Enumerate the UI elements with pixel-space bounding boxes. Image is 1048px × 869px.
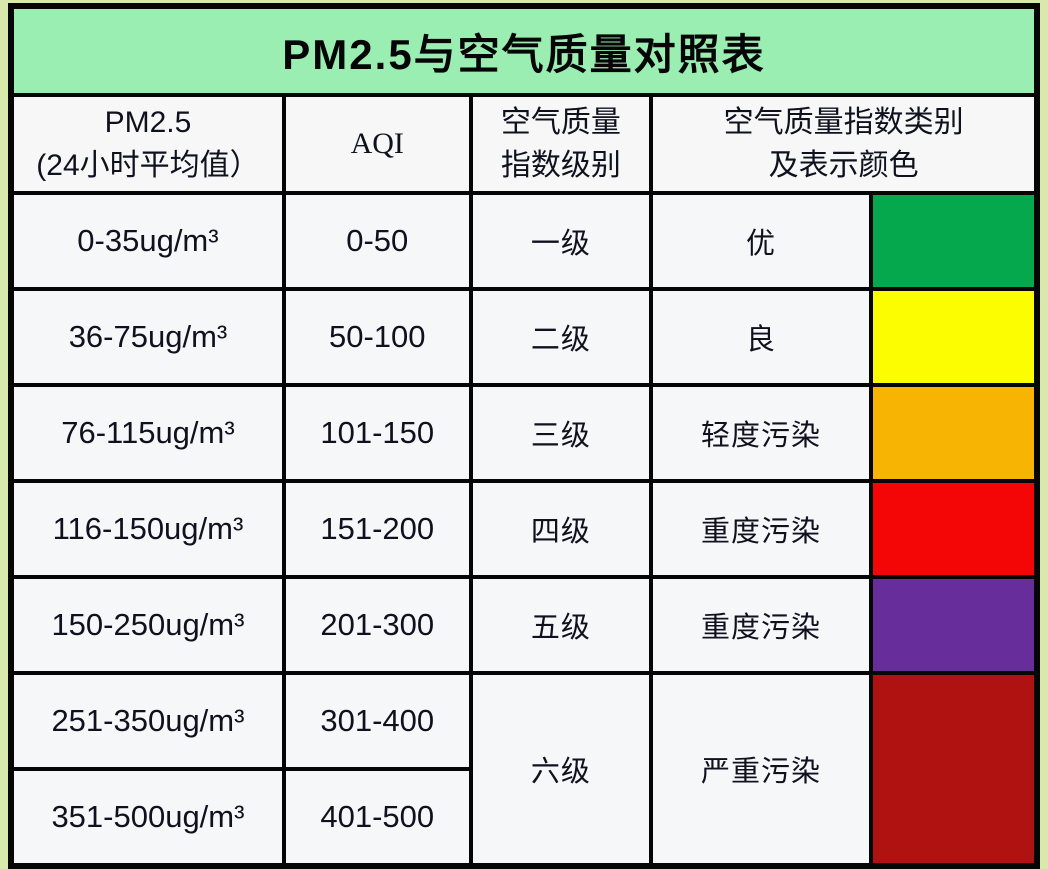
color-swatch-dark-red — [868, 671, 1040, 868]
cell-pm25: 251-350ug/m³ — [9, 671, 286, 771]
cell-level: 一级 — [468, 191, 654, 291]
color-swatch-purple — [868, 575, 1040, 675]
header-aqi: AQI — [281, 93, 473, 195]
cell-level: 三级 — [468, 383, 654, 483]
cell-pm25: 0-35ug/m³ — [9, 191, 286, 291]
cell-category: 优 — [649, 191, 873, 291]
table-title: PM2.5与空气质量对照表 — [9, 4, 1039, 97]
table-row: 76-115ug/m³ 101-150 三级 轻度污染 — [9, 383, 1040, 483]
cell-category: 重度污染 — [649, 575, 873, 675]
header-pm25-line2: (24小时平均值） — [36, 149, 260, 182]
cell-aqi: 151-200 — [281, 479, 473, 579]
header-pm25-line1: PM2.5 — [104, 105, 192, 139]
title-row: PM2.5与空气质量对照表 — [9, 4, 1039, 97]
table-row: 36-75ug/m³ 50-100 二级 良 — [9, 287, 1040, 387]
cell-aqi: 301-400 — [281, 671, 473, 771]
table-row: 150-250ug/m³ 201-300 五级 重度污染 — [9, 575, 1040, 675]
pm25-aqi-table: PM2.5与空气质量对照表 PM2.5 (24小时平均值） AQI 空气质量 指… — [8, 3, 1040, 869]
cell-aqi: 0-50 — [281, 191, 473, 291]
table-row: 351-500ug/m³ 401-500 — [9, 767, 1037, 868]
cell-category: 良 — [649, 287, 873, 387]
header-level: 空气质量 指数级别 — [468, 93, 654, 195]
cell-category: 重度污染 — [649, 479, 873, 579]
header-category-line2: 及表示颜色 — [768, 149, 919, 182]
header-category-line1: 空气质量指数类别 — [723, 105, 964, 139]
cell-pm25: 76-115ug/m³ — [9, 383, 286, 483]
cell-pm25: 36-75ug/m³ — [9, 287, 286, 387]
header-level-line2: 指数级别 — [500, 149, 621, 182]
cell-aqi: 401-500 — [281, 767, 473, 868]
cell-category: 轻度污染 — [649, 383, 873, 483]
header-category-color: 空气质量指数类别 及表示颜色 — [649, 93, 1039, 195]
cell-aqi: 50-100 — [281, 287, 473, 387]
cell-pm25: 150-250ug/m³ — [9, 575, 286, 675]
color-swatch-red — [868, 479, 1040, 579]
header-pm25: PM2.5 (24小时平均值） — [9, 93, 286, 195]
color-swatch-orange — [868, 383, 1040, 483]
cell-level: 二级 — [468, 287, 654, 387]
cell-level: 四级 — [468, 479, 654, 579]
table-row: 116-150ug/m³ 151-200 四级 重度污染 — [9, 479, 1040, 579]
cell-category-merged: 严重污染 — [649, 671, 873, 868]
table-row: 251-350ug/m³ 301-400 六级 严重污染 — [9, 671, 1040, 868]
color-swatch-green — [868, 191, 1040, 291]
cell-pm25: 351-500ug/m³ — [9, 767, 286, 868]
table-row: 0-35ug/m³ 0-50 一级 优 — [9, 191, 1040, 291]
cell-level-merged: 六级 — [468, 671, 654, 868]
header-row: PM2.5 (24小时平均值） AQI 空气质量 指数级别 空气质量指数类别 及… — [9, 93, 1039, 195]
cell-aqi: 101-150 — [281, 383, 473, 483]
cell-level: 五级 — [468, 575, 654, 675]
color-swatch-yellow — [868, 287, 1040, 387]
header-level-line1: 空气质量 — [500, 105, 621, 139]
cell-aqi: 201-300 — [281, 575, 473, 675]
cell-pm25: 116-150ug/m³ — [9, 479, 286, 579]
